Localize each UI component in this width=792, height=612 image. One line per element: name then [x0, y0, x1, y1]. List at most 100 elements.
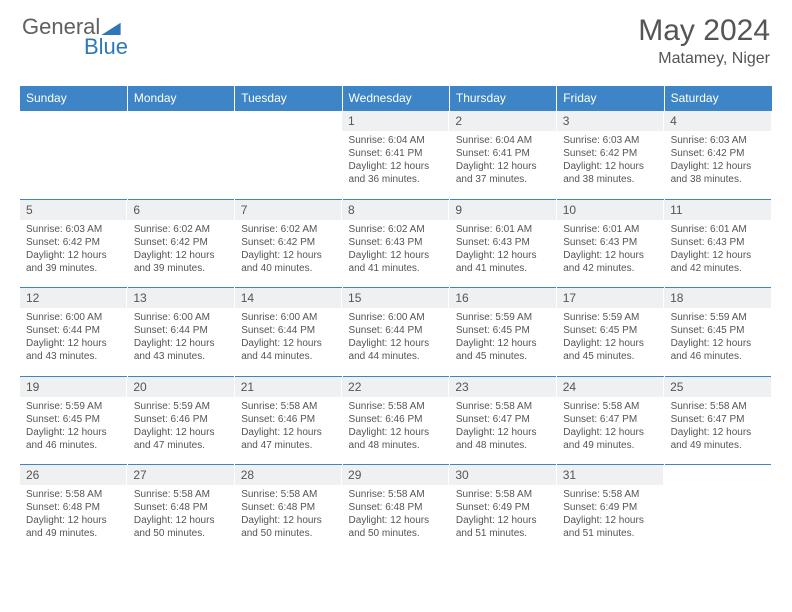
daylight-line: Daylight: 12 hours and 48 minutes. — [456, 426, 550, 452]
day-content: Sunrise: 6:01 AMSunset: 6:43 PMDaylight:… — [665, 220, 771, 281]
daylight-line: Daylight: 12 hours and 51 minutes. — [563, 514, 657, 540]
day-cell: Sunrise: 6:00 AMSunset: 6:44 PMDaylight:… — [235, 308, 342, 376]
daynum-row: 567891011 — [20, 199, 772, 220]
sunrise-line: Sunrise: 5:58 AM — [241, 400, 335, 413]
sunrise-line: Sunrise: 5:58 AM — [456, 400, 550, 413]
brand-part2: Blue — [84, 34, 128, 60]
sunrise-line: Sunrise: 5:58 AM — [563, 400, 657, 413]
sunset-line: Sunset: 6:48 PM — [241, 501, 335, 514]
sunset-line: Sunset: 6:43 PM — [563, 236, 657, 249]
day-cell: Sunrise: 5:58 AMSunset: 6:48 PMDaylight:… — [20, 485, 127, 553]
day-cell: Sunrise: 6:00 AMSunset: 6:44 PMDaylight:… — [342, 308, 449, 376]
sunset-line: Sunset: 6:45 PM — [456, 324, 550, 337]
weekday-header-row: SundayMondayTuesdayWednesdayThursdayFrid… — [20, 86, 772, 111]
sunset-line: Sunset: 6:47 PM — [456, 413, 550, 426]
daylight-line: Daylight: 12 hours and 49 minutes. — [671, 426, 765, 452]
day-cell: Sunrise: 5:58 AMSunset: 6:46 PMDaylight:… — [342, 397, 449, 465]
day-content: Sunrise: 6:03 AMSunset: 6:42 PMDaylight:… — [665, 131, 771, 192]
title-block: May 2024 Matamey, Niger — [638, 14, 770, 68]
day-cell: Sunrise: 6:02 AMSunset: 6:42 PMDaylight:… — [127, 220, 234, 288]
brand-logo: GeneralBlue — [22, 14, 128, 60]
calendar-table: SundayMondayTuesdayWednesdayThursdayFrid… — [20, 86, 772, 553]
day-cell: Sunrise: 6:02 AMSunset: 6:42 PMDaylight:… — [235, 220, 342, 288]
sunset-line: Sunset: 6:43 PM — [456, 236, 550, 249]
sunrise-line: Sunrise: 5:58 AM — [563, 488, 657, 501]
daylight-line: Daylight: 12 hours and 38 minutes. — [671, 160, 765, 186]
day-content: Sunrise: 5:59 AMSunset: 6:46 PMDaylight:… — [128, 397, 234, 458]
content-row: Sunrise: 6:00 AMSunset: 6:44 PMDaylight:… — [20, 308, 772, 376]
daylight-line: Daylight: 12 hours and 47 minutes. — [241, 426, 335, 452]
weekday-header: Tuesday — [235, 86, 342, 111]
daylight-line: Daylight: 12 hours and 44 minutes. — [349, 337, 443, 363]
day-content: Sunrise: 5:58 AMSunset: 6:48 PMDaylight:… — [343, 485, 449, 546]
day-content: Sunrise: 6:00 AMSunset: 6:44 PMDaylight:… — [128, 308, 234, 369]
day-content: Sunrise: 5:58 AMSunset: 6:49 PMDaylight:… — [450, 485, 556, 546]
day-content: Sunrise: 5:58 AMSunset: 6:47 PMDaylight:… — [665, 397, 771, 458]
day-cell: Sunrise: 5:59 AMSunset: 6:45 PMDaylight:… — [449, 308, 556, 376]
day-number — [664, 465, 771, 485]
sunrise-line: Sunrise: 6:01 AM — [563, 223, 657, 236]
sunrise-line: Sunrise: 5:58 AM — [349, 488, 443, 501]
sunrise-line: Sunrise: 6:04 AM — [349, 134, 443, 147]
sunrise-line: Sunrise: 5:58 AM — [26, 488, 121, 501]
day-content: Sunrise: 5:59 AMSunset: 6:45 PMDaylight:… — [450, 308, 556, 369]
daylight-line: Daylight: 12 hours and 41 minutes. — [349, 249, 443, 275]
day-number: 17 — [557, 288, 664, 308]
sunrise-line: Sunrise: 5:59 AM — [26, 400, 121, 413]
sunset-line: Sunset: 6:49 PM — [563, 501, 657, 514]
sunset-line: Sunset: 6:47 PM — [563, 413, 657, 426]
sunset-line: Sunset: 6:48 PM — [349, 501, 443, 514]
sunset-line: Sunset: 6:46 PM — [241, 413, 335, 426]
sunset-line: Sunset: 6:42 PM — [241, 236, 335, 249]
day-number: 23 — [449, 377, 556, 397]
weekday-header: Monday — [127, 86, 234, 111]
sunset-line: Sunset: 6:43 PM — [349, 236, 443, 249]
daylight-line: Daylight: 12 hours and 42 minutes. — [563, 249, 657, 275]
day-number: 16 — [449, 288, 556, 308]
daylight-line: Daylight: 12 hours and 49 minutes. — [563, 426, 657, 452]
sunrise-line: Sunrise: 6:04 AM — [456, 134, 550, 147]
day-cell — [235, 131, 342, 199]
daylight-line: Daylight: 12 hours and 37 minutes. — [456, 160, 550, 186]
sunset-line: Sunset: 6:42 PM — [134, 236, 228, 249]
sunset-line: Sunset: 6:47 PM — [671, 413, 765, 426]
day-cell — [20, 131, 127, 199]
day-number: 29 — [342, 465, 449, 485]
day-cell: Sunrise: 5:58 AMSunset: 6:48 PMDaylight:… — [235, 485, 342, 553]
day-number: 19 — [20, 377, 127, 397]
day-number — [127, 111, 234, 131]
day-number: 10 — [557, 200, 664, 220]
day-content: Sunrise: 6:04 AMSunset: 6:41 PMDaylight:… — [450, 131, 556, 192]
sunset-line: Sunset: 6:48 PM — [134, 501, 228, 514]
sunrise-line: Sunrise: 5:59 AM — [671, 311, 765, 324]
daylight-line: Daylight: 12 hours and 39 minutes. — [134, 249, 228, 275]
daylight-line: Daylight: 12 hours and 38 minutes. — [563, 160, 657, 186]
daylight-line: Daylight: 12 hours and 45 minutes. — [456, 337, 550, 363]
day-cell: Sunrise: 5:58 AMSunset: 6:47 PMDaylight:… — [449, 397, 556, 465]
sunset-line: Sunset: 6:45 PM — [563, 324, 657, 337]
sunrise-line: Sunrise: 6:03 AM — [563, 134, 657, 147]
day-number: 14 — [235, 288, 342, 308]
day-content: Sunrise: 5:59 AMSunset: 6:45 PMDaylight:… — [20, 397, 127, 458]
sunset-line: Sunset: 6:41 PM — [456, 147, 550, 160]
sunrise-line: Sunrise: 6:01 AM — [671, 223, 765, 236]
sunrise-line: Sunrise: 6:02 AM — [241, 223, 335, 236]
day-content: Sunrise: 6:04 AMSunset: 6:41 PMDaylight:… — [343, 131, 449, 192]
day-number: 4 — [664, 111, 771, 131]
day-content: Sunrise: 6:00 AMSunset: 6:44 PMDaylight:… — [343, 308, 449, 369]
day-number: 15 — [342, 288, 449, 308]
daylight-line: Daylight: 12 hours and 44 minutes. — [241, 337, 335, 363]
day-content: Sunrise: 6:02 AMSunset: 6:42 PMDaylight:… — [235, 220, 341, 281]
day-content: Sunrise: 5:59 AMSunset: 6:45 PMDaylight:… — [557, 308, 663, 369]
day-number: 25 — [664, 377, 771, 397]
day-cell: Sunrise: 6:01 AMSunset: 6:43 PMDaylight:… — [664, 220, 771, 288]
sunset-line: Sunset: 6:46 PM — [134, 413, 228, 426]
daylight-line: Daylight: 12 hours and 48 minutes. — [349, 426, 443, 452]
day-cell: Sunrise: 6:03 AMSunset: 6:42 PMDaylight:… — [20, 220, 127, 288]
daylight-line: Daylight: 12 hours and 42 minutes. — [671, 249, 765, 275]
sunset-line: Sunset: 6:49 PM — [456, 501, 550, 514]
sunrise-line: Sunrise: 6:03 AM — [26, 223, 121, 236]
daylight-line: Daylight: 12 hours and 50 minutes. — [349, 514, 443, 540]
sunrise-line: Sunrise: 6:00 AM — [134, 311, 228, 324]
sunset-line: Sunset: 6:44 PM — [241, 324, 335, 337]
